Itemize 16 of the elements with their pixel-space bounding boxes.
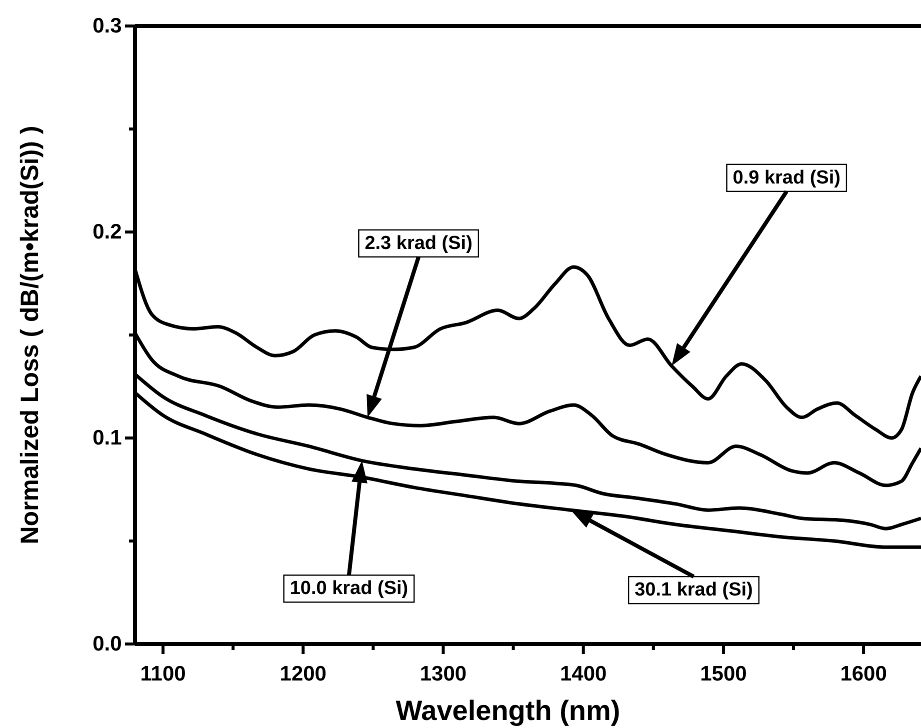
y-tick-label: 0.3 <box>92 14 122 38</box>
y-tick-label: 0.0 <box>92 632 122 656</box>
y-tick-label: 0.2 <box>92 220 122 244</box>
x-tick-label: 1600 <box>840 662 887 686</box>
text: 2.3 krad (Si) <box>364 232 472 254</box>
x-axis-title: Wavelength (nm) <box>396 695 620 726</box>
x-tick-label: 1200 <box>280 662 326 686</box>
text: 10.0 krad (Si) <box>290 578 408 600</box>
x-tick-label: 1400 <box>560 662 607 686</box>
x-tick-label: 1300 <box>420 662 467 686</box>
y-axis-title: Normalized Loss ( dB/(m•krad(Si)) ) <box>16 126 44 544</box>
text: 30.1 krad (Si) <box>634 580 753 601</box>
x-tick-label: 1100 <box>140 662 186 686</box>
y-tick-label: 0.1 <box>92 426 122 450</box>
text: 0.9 krad (Si) <box>732 167 840 188</box>
x-tick-label: 1500 <box>700 662 747 686</box>
